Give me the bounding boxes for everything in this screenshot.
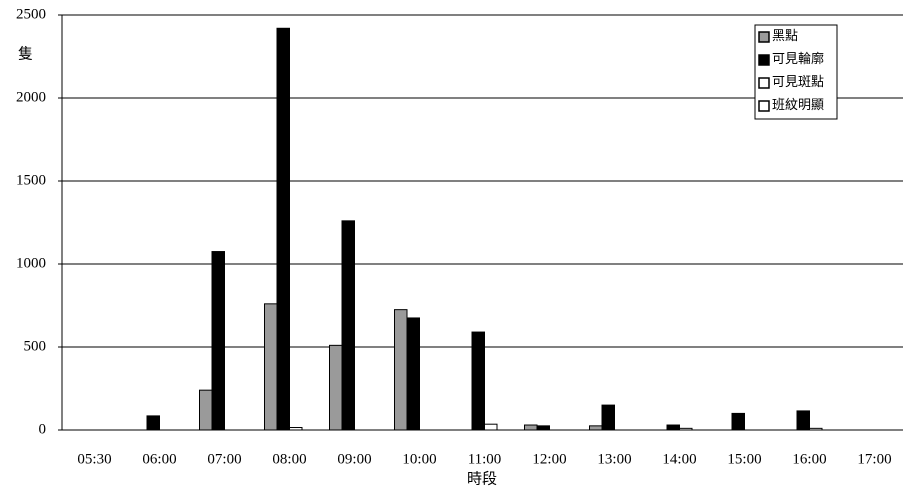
y-axis-title: 隻 xyxy=(18,45,33,62)
bar xyxy=(796,410,810,431)
x-tick-label: 09:00 xyxy=(337,451,371,467)
bar xyxy=(211,251,225,431)
x-tick-label: 15:00 xyxy=(727,451,761,467)
legend-label: 可見輪廓 xyxy=(772,51,824,66)
legend-swatch xyxy=(758,77,770,89)
bar xyxy=(199,389,213,431)
bar xyxy=(289,427,303,431)
bar xyxy=(484,423,498,431)
bar xyxy=(601,404,615,431)
legend-label: 黑點 xyxy=(772,28,798,43)
legend-label: 可見斑點 xyxy=(772,74,824,89)
legend-swatch xyxy=(758,54,770,66)
bar xyxy=(589,425,603,431)
x-tick-label: 14:00 xyxy=(662,451,696,467)
x-tick-label: 08:00 xyxy=(272,451,306,467)
y-tick-label: 2500 xyxy=(16,6,46,22)
x-tick-label: 05:30 xyxy=(77,451,111,467)
x-tick-label: 07:00 xyxy=(207,451,241,467)
bar xyxy=(406,317,420,431)
bar xyxy=(394,309,408,431)
x-tick-label: 12:00 xyxy=(532,451,566,467)
bar xyxy=(679,427,693,431)
bar xyxy=(524,424,538,431)
bar xyxy=(666,424,680,431)
x-tick-label: 17:00 xyxy=(857,451,891,467)
x-tick-label: 10:00 xyxy=(402,451,436,467)
bar xyxy=(264,303,278,431)
x-tick-label: 16:00 xyxy=(792,451,826,467)
bar xyxy=(341,220,355,431)
legend-label: 班紋明顯 xyxy=(772,97,824,112)
y-tick-label: 1000 xyxy=(16,255,46,271)
x-tick-label: 06:00 xyxy=(142,451,176,467)
bar xyxy=(809,427,823,431)
legend-swatch xyxy=(758,31,770,43)
bar xyxy=(731,412,745,431)
y-tick-label: 1500 xyxy=(16,172,46,188)
x-axis-title: 時段 xyxy=(467,470,497,487)
bar xyxy=(536,425,550,431)
y-tick-label: 2000 xyxy=(16,89,46,105)
legend-swatch xyxy=(758,100,770,112)
bar xyxy=(329,344,343,431)
y-tick-label: 0 xyxy=(39,421,47,437)
bar xyxy=(146,415,160,431)
y-tick-label: 500 xyxy=(24,338,47,354)
bar xyxy=(471,331,485,431)
x-tick-label: 13:00 xyxy=(597,451,631,467)
x-tick-label: 11:00 xyxy=(468,451,502,467)
bar xyxy=(276,27,290,431)
